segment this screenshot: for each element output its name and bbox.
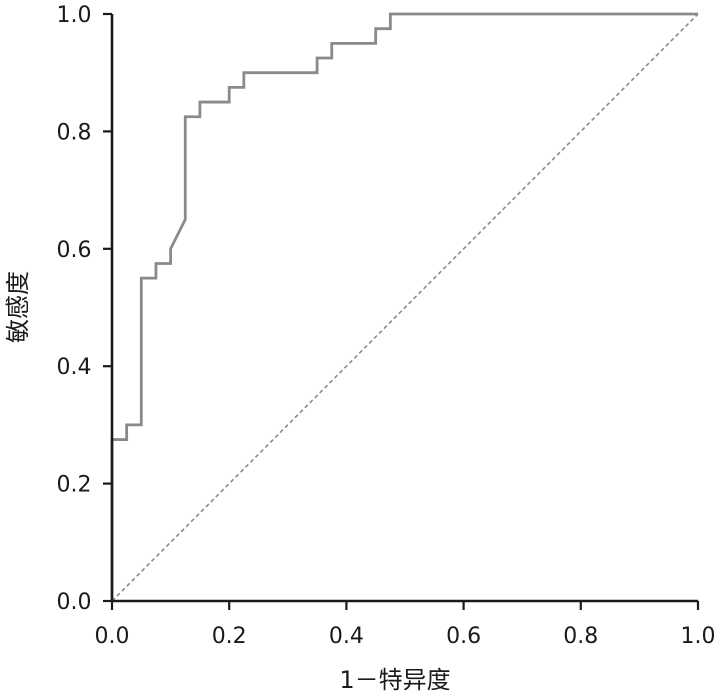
roc-curve-line bbox=[110, 12, 698, 601]
y-axis-title: 敏感度 bbox=[4, 271, 32, 343]
x-tick-label: 1.0 bbox=[681, 624, 716, 649]
axes bbox=[110, 14, 698, 603]
y-tick-label: 1.0 bbox=[57, 3, 92, 28]
reference-diagonal-line bbox=[111, 13, 699, 602]
reference-layer bbox=[111, 13, 699, 602]
x-ticks: 0.0 0.2 0.4 0.6 0.8 1.0 bbox=[95, 601, 716, 649]
y-tick-label: 0.6 bbox=[57, 238, 92, 263]
y-tick-label: 0.4 bbox=[57, 355, 92, 380]
y-tick-label: 0.2 bbox=[57, 473, 92, 498]
x-tick-label: 0.8 bbox=[563, 624, 598, 649]
x-tick-label: 0.2 bbox=[212, 624, 247, 649]
x-tick-label: 0.4 bbox=[329, 624, 364, 649]
x-tick-label: 0.6 bbox=[446, 624, 481, 649]
x-axis-title: 1－特异度 bbox=[339, 666, 450, 694]
y-tick-label: 0.8 bbox=[57, 120, 92, 145]
y-tick-label: 0.0 bbox=[57, 590, 92, 615]
x-tick-label: 0.0 bbox=[95, 624, 130, 649]
roc-curve-layer bbox=[110, 12, 698, 601]
y-ticks: 0.0 0.2 0.4 0.6 0.8 1.0 bbox=[57, 3, 112, 615]
